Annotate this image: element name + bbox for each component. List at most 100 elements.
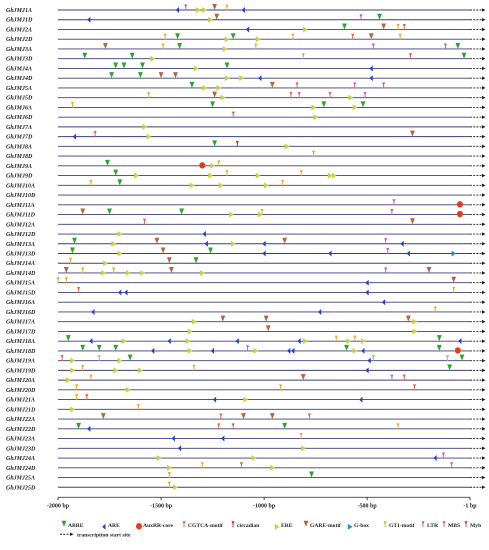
gene-label: GhJMJ3D <box>6 57 33 63</box>
element-ere-marker <box>208 16 214 23</box>
element-abre-marker <box>82 52 88 59</box>
element-ere-marker <box>70 367 76 374</box>
gene-row: GhJMJ13A <box>6 237 486 248</box>
element-ere-marker <box>253 347 259 354</box>
element-abre-marker <box>113 344 119 351</box>
gene-label: GhJMJ4D <box>6 76 33 82</box>
element-gt1-marker <box>281 179 285 186</box>
element-ltr-marker <box>441 452 446 459</box>
element-are-marker <box>72 133 76 140</box>
element-ere-marker <box>150 55 156 62</box>
element-gt1-marker <box>64 277 68 284</box>
gene-label: GhJMJ22A <box>6 417 35 423</box>
legend-are-icon <box>102 523 106 530</box>
element-ere-marker <box>412 328 418 335</box>
element-gare-marker <box>410 130 415 137</box>
gene-row: GhJMJ7A <box>6 123 486 131</box>
element-ere-marker <box>200 269 205 276</box>
element-abre-marker <box>459 354 465 361</box>
element-are-marker <box>291 347 295 354</box>
element-mbs-marker <box>77 286 81 293</box>
gene-row: GhJMJ11A <box>6 199 486 209</box>
legend-label: ABRE <box>68 523 84 529</box>
element-ere-marker <box>117 250 123 257</box>
gene-row: GhJMJ7D <box>6 130 486 141</box>
element-are-marker <box>221 435 225 442</box>
element-abre-marker <box>113 169 119 176</box>
gene-label: GhJMJ8D <box>6 154 33 160</box>
tss-arrow-icon <box>470 427 486 431</box>
element-are-marker <box>367 357 371 364</box>
element-ere-marker <box>348 94 354 101</box>
tss-arrow-icon <box>470 310 486 314</box>
gene-label: GhJMJ13A <box>6 242 35 248</box>
element-gt1-marker <box>167 472 171 479</box>
element-are-marker <box>212 396 217 403</box>
element-gare-marker <box>263 315 269 322</box>
gene-row: GhJMJ21D <box>6 403 486 413</box>
element-ere-marker <box>284 143 290 150</box>
element-are-marker <box>317 308 322 315</box>
tss-arrow-icon <box>470 95 486 100</box>
element-gt1-marker <box>89 179 93 186</box>
tss-arrow-icon <box>470 358 486 363</box>
element-ere-marker <box>352 104 358 111</box>
element-abre-marker <box>230 33 236 40</box>
legend-label: G-box <box>354 523 369 529</box>
element-ere-marker <box>239 75 245 82</box>
tss-arrow-icon <box>470 378 486 382</box>
gene-label: GhJMJ24A <box>6 456 35 462</box>
tss-arrow-icon <box>470 271 486 275</box>
gene-label: GhJMJ10A <box>6 183 35 189</box>
gene-row: GhJMJ2D <box>6 33 486 43</box>
gene-row: GhJMJ16D <box>6 306 486 316</box>
element-gt1-marker <box>217 160 221 167</box>
element-ere-marker <box>228 211 234 218</box>
element-abre-marker <box>138 72 143 79</box>
tss-arrow-icon <box>470 56 486 61</box>
gene-row: GhJMJ14D <box>6 266 486 277</box>
element-are-marker <box>287 347 291 354</box>
element-abre-marker <box>72 237 77 244</box>
gene-label: GhJMJ21A <box>6 398 35 404</box>
legend-item-ltr: LTR <box>421 521 439 529</box>
element-abre-marker <box>76 422 82 429</box>
gene-row: GhJMJ16A <box>6 299 486 306</box>
element-cgtca-marker <box>351 33 355 40</box>
gene-row: GhJMJ10D <box>6 193 486 199</box>
element-abre-marker <box>208 247 213 254</box>
gene-row: GhJMJ23D <box>6 445 486 452</box>
element-gare-marker <box>214 13 220 20</box>
element-gt1-marker <box>452 286 456 293</box>
gene-row: GhJMJ15A <box>6 276 486 287</box>
gene-row: GhJMJ18D <box>6 344 486 355</box>
tss-arrow-icon <box>470 261 486 266</box>
element-gare-marker <box>451 276 457 283</box>
element-are-marker <box>175 7 180 13</box>
gene-row: GhJMJ1A <box>6 4 486 14</box>
legend-ltr-icon <box>421 521 425 528</box>
element-ere-marker <box>303 26 308 33</box>
element-gt1-marker <box>254 43 258 50</box>
gene-label: GhJMJ9A <box>6 164 32 170</box>
element-abre-marker <box>107 208 112 215</box>
gene-row: GhJMJ5A <box>6 81 486 92</box>
element-ere-marker <box>187 347 193 354</box>
element-gt1-marker <box>68 257 72 264</box>
element-are-marker <box>151 347 155 354</box>
element-gt1-marker <box>200 462 204 469</box>
element-gbox-marker <box>451 250 457 257</box>
element-are-marker <box>381 299 386 306</box>
element-ere-marker <box>111 240 117 247</box>
gene-row: GhJMJ3A <box>6 42 486 53</box>
gene-label: GhJMJ21D <box>6 407 36 413</box>
element-gare-marker <box>300 374 306 381</box>
element-ere-marker <box>187 328 193 335</box>
tss-arrow-icon <box>470 485 486 490</box>
tss-arrow-icon <box>470 66 486 71</box>
element-gt1-marker <box>278 384 283 391</box>
element-gt1-marker <box>353 335 357 342</box>
gene-row: GhJMJ25A <box>6 471 486 482</box>
legend-item-gare: GARE-motif <box>303 520 341 529</box>
element-are-marker <box>328 250 332 257</box>
